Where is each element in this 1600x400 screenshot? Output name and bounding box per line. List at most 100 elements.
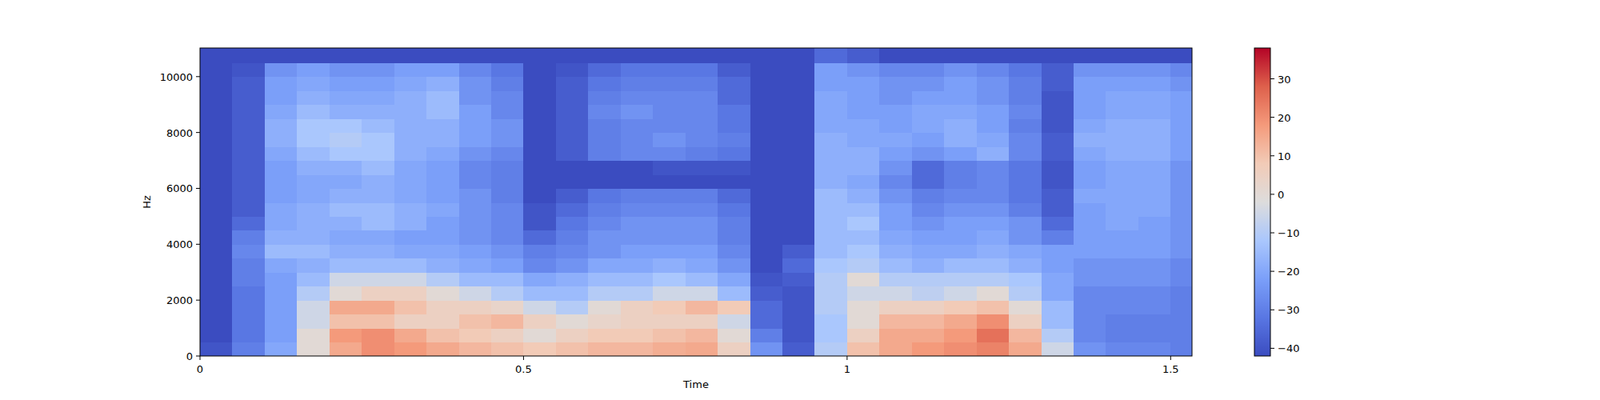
cell (588, 76, 621, 92)
cell (329, 160, 363, 176)
cell (685, 202, 719, 217)
cell (847, 76, 880, 92)
cell (620, 146, 654, 161)
cell (361, 342, 395, 356)
cell (523, 76, 556, 92)
cell (717, 146, 751, 161)
cell (1170, 244, 1192, 259)
cell (1170, 76, 1192, 92)
cell (620, 188, 654, 203)
cell (717, 272, 751, 287)
cell (264, 300, 298, 315)
cell (394, 76, 428, 92)
cell (1041, 272, 1075, 287)
cell (1008, 314, 1042, 329)
cell (200, 328, 233, 343)
cell (556, 244, 589, 259)
cell (394, 48, 428, 64)
cell (1008, 48, 1042, 64)
cell (491, 314, 524, 329)
cell (200, 314, 233, 329)
cell (491, 174, 524, 189)
cell (329, 174, 363, 189)
y-tick-label: 6000 (166, 182, 193, 195)
cell (491, 328, 524, 343)
cell (1138, 90, 1172, 105)
cell (1041, 244, 1075, 259)
cell (361, 272, 395, 287)
cell (232, 272, 265, 287)
cell (750, 202, 784, 217)
cell (523, 216, 556, 231)
cell (1170, 328, 1192, 343)
cell (1170, 286, 1192, 301)
cell (588, 188, 621, 203)
cell (1073, 230, 1107, 245)
cell (1105, 300, 1139, 315)
cell (976, 90, 1010, 105)
cell (1105, 258, 1139, 273)
cell (556, 90, 589, 105)
cell (200, 104, 233, 120)
cell (652, 160, 686, 176)
cell (717, 160, 751, 176)
cell (588, 258, 621, 273)
cell (1008, 202, 1042, 217)
cell (1008, 328, 1042, 343)
cell (1138, 272, 1172, 287)
cell (814, 300, 848, 315)
cell (1073, 342, 1107, 356)
cell (912, 62, 945, 77)
cell (879, 160, 912, 176)
cell (879, 146, 912, 161)
cell (620, 160, 654, 176)
cell (652, 328, 686, 343)
cell (588, 62, 621, 77)
cell (1138, 202, 1172, 217)
cell (750, 314, 784, 329)
cell (296, 244, 330, 259)
cell (782, 342, 816, 356)
cell (296, 300, 330, 315)
cell (814, 132, 848, 148)
cell (620, 300, 654, 315)
cell (200, 230, 233, 245)
cell (1138, 314, 1172, 329)
cell (847, 272, 880, 287)
colorbar-tick-label: 30 (1277, 73, 1292, 86)
cell (232, 216, 265, 231)
cell (685, 118, 719, 133)
cell (717, 76, 751, 92)
cell (912, 202, 945, 217)
cell (782, 244, 816, 259)
cell (750, 132, 784, 148)
cell (296, 174, 330, 189)
cell (879, 328, 912, 343)
cell (296, 342, 330, 356)
cell (264, 202, 298, 217)
cell (588, 118, 621, 133)
cell (394, 286, 428, 301)
cell (685, 174, 719, 189)
cell (782, 286, 816, 301)
cell (232, 146, 265, 161)
cell (912, 300, 945, 315)
cell (750, 146, 784, 161)
cell (879, 258, 912, 273)
cell (459, 104, 492, 120)
cell (717, 118, 751, 133)
cell (1073, 216, 1107, 231)
cell (1008, 118, 1042, 133)
cell (264, 314, 298, 329)
cell (329, 342, 363, 356)
cell (717, 230, 751, 245)
cell (847, 230, 880, 245)
cell (750, 244, 784, 259)
cell (264, 272, 298, 287)
cell (652, 48, 686, 64)
cell (750, 90, 784, 105)
cell (491, 286, 524, 301)
cell (232, 314, 265, 329)
x-tick-label: 1 (844, 363, 851, 376)
cell (329, 272, 363, 287)
